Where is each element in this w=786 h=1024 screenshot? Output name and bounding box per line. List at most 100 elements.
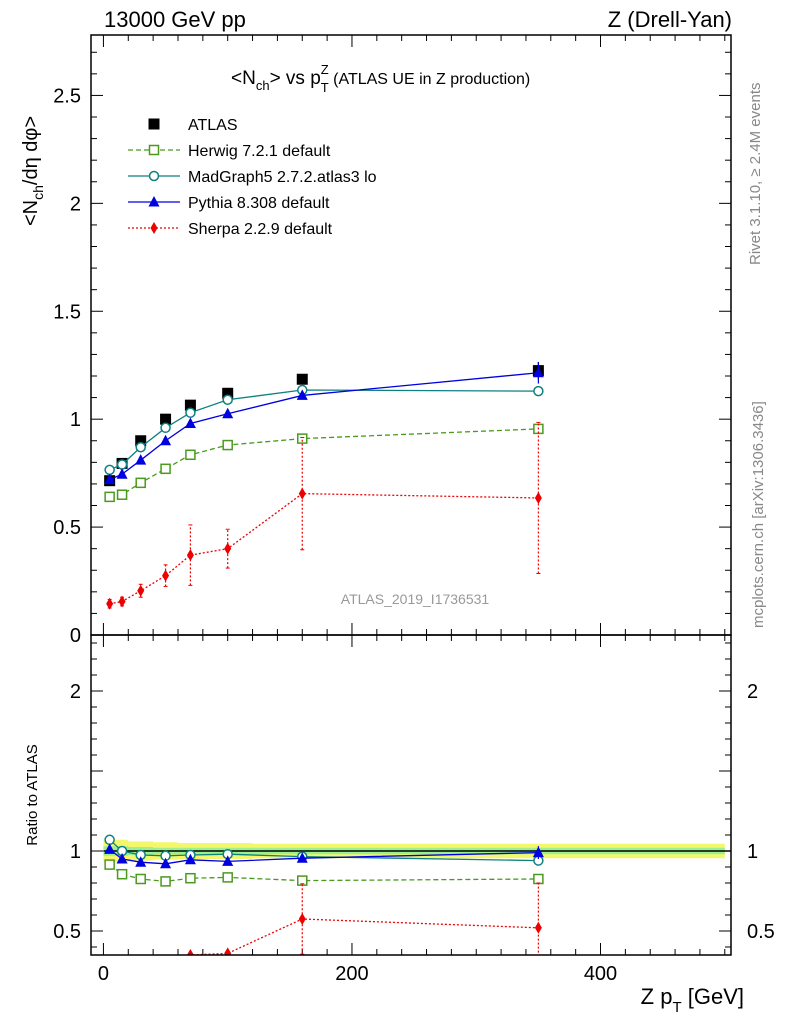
ratio-y-tick-label-right: 2 bbox=[747, 681, 758, 703]
main-title: <Nch> vs pZ T (ATLAS UE in Z production) bbox=[231, 62, 530, 95]
series-herwig-7-2-1-default bbox=[104, 859, 544, 887]
ratio-axis-ticks: 0.5 0.5 1 1 2 2 0 200 400 bbox=[53, 635, 775, 985]
series-line-herwig-7-2-1-default bbox=[109, 428, 539, 498]
data-point bbox=[184, 853, 196, 865]
data-point bbox=[298, 913, 306, 925]
rivet-label: Rivet 3.1.10, ≥ 2.4M events bbox=[747, 83, 764, 266]
ratio-y-tick-label-left: 1 bbox=[70, 841, 81, 863]
legend-label: MadGraph5 2.7.2.atlas3 lo bbox=[188, 169, 377, 186]
data-point bbox=[162, 962, 169, 974]
data-point bbox=[137, 584, 145, 597]
data-point bbox=[104, 491, 115, 503]
main-y-tick-label: 0 bbox=[70, 625, 81, 647]
analysis-watermark: ATLAS_2019_I1736531 bbox=[341, 591, 490, 607]
data-point bbox=[160, 876, 171, 887]
data-point bbox=[222, 872, 233, 883]
data-point bbox=[116, 468, 128, 479]
series-line-pythia-8-308-default bbox=[109, 372, 539, 481]
data-point bbox=[222, 439, 233, 451]
data-point bbox=[296, 373, 308, 385]
legend-marker bbox=[148, 118, 160, 130]
legend-label: Pythia 8.308 default bbox=[188, 195, 330, 212]
data-point bbox=[104, 473, 116, 485]
legend-entry-herwig-7-2-1-default: Herwig 7.2.1 default bbox=[128, 143, 331, 160]
legend-marker bbox=[148, 196, 160, 207]
main-axis-ticks: 0 0.5 1 1.5 2 2.5 bbox=[53, 35, 731, 647]
data-point bbox=[186, 949, 194, 955]
ratio-series-group bbox=[104, 834, 544, 987]
data-point bbox=[135, 873, 146, 885]
data-point bbox=[160, 434, 172, 446]
data-point bbox=[160, 463, 171, 475]
legend-label: ATLAS bbox=[188, 117, 238, 134]
main-y-tick-label: 2.5 bbox=[53, 85, 81, 107]
data-point bbox=[135, 454, 147, 465]
main-panel-frame bbox=[90, 34, 732, 636]
mcplots-label: mcplots.cern.ch [arXiv:1306.3436] bbox=[750, 401, 767, 628]
data-point bbox=[532, 366, 544, 378]
ratio-y-tick-label-right: 0.5 bbox=[747, 921, 775, 943]
series-pythia-8-308-default bbox=[104, 843, 544, 869]
x-axis-label: Z pT [GeV] bbox=[641, 984, 744, 1016]
series-sherpa-2-2-9-default bbox=[106, 421, 542, 610]
series-sherpa-2-2-9-default bbox=[119, 882, 542, 987]
main-series-group bbox=[104, 361, 544, 610]
data-point bbox=[186, 549, 194, 562]
data-point bbox=[119, 975, 126, 987]
x-tick-label: 400 bbox=[584, 963, 617, 985]
data-point bbox=[532, 846, 544, 858]
data-point bbox=[297, 433, 308, 444]
header-left: 13000 GeV pp bbox=[104, 7, 246, 32]
data-point bbox=[184, 399, 196, 411]
ratio-panel-frame bbox=[90, 634, 732, 956]
legend-label: Herwig 7.2.1 default bbox=[188, 143, 331, 160]
data-point bbox=[184, 417, 196, 428]
data-point bbox=[185, 872, 196, 884]
data-point bbox=[104, 859, 115, 870]
series-line-herwig-7-2-1-default bbox=[109, 864, 539, 883]
main-y-tick-label: 1 bbox=[70, 409, 81, 431]
data-point bbox=[298, 487, 306, 500]
data-point bbox=[222, 407, 234, 419]
main-ylabel: <Nch/dη dφ> bbox=[20, 116, 46, 226]
data-point bbox=[116, 459, 128, 470]
series-herwig-7-2-1-default bbox=[104, 423, 544, 503]
data-point bbox=[533, 873, 544, 885]
data-point bbox=[116, 853, 128, 864]
main-y-tick-label: 1.5 bbox=[53, 301, 81, 323]
series-line-sherpa-2-2-9-default bbox=[109, 492, 539, 605]
data-point bbox=[222, 387, 234, 399]
data-point bbox=[135, 856, 147, 867]
series-madgraph5-2-7-2-atlas3-lo bbox=[104, 384, 544, 476]
data-point bbox=[160, 422, 171, 434]
data-point bbox=[296, 389, 308, 400]
main-y-tick-label: 0.5 bbox=[53, 517, 81, 539]
data-point bbox=[224, 542, 232, 555]
legend: ATLAS Herwig 7.2.1 default MadGraph5 2.7.2… bbox=[128, 117, 377, 238]
data-point bbox=[224, 947, 232, 955]
legend-marker bbox=[150, 222, 158, 234]
data-point bbox=[135, 435, 147, 447]
x-tick-label: 200 bbox=[335, 963, 368, 985]
data-point bbox=[104, 834, 115, 846]
data-point bbox=[533, 385, 544, 397]
series-line-madgraph5-2-7-2-atlas3-lo bbox=[109, 389, 539, 471]
x-tick-label: 0 bbox=[98, 963, 109, 985]
data-point bbox=[135, 477, 146, 489]
data-point bbox=[296, 852, 308, 863]
data-point bbox=[135, 441, 146, 453]
series-line-sherpa-2-2-9-default bbox=[188, 918, 539, 955]
data-point bbox=[222, 855, 234, 866]
ratio-y-tick-label-right: 1 bbox=[747, 841, 758, 863]
header-right: Z (Drell-Yan) bbox=[608, 7, 732, 32]
legend-entry-sherpa-2-2-9-default: Sherpa 2.2.9 default bbox=[128, 221, 333, 238]
data-point bbox=[185, 407, 196, 418]
main-y-tick-label: 2 bbox=[70, 193, 81, 215]
legend-entry-atlas: ATLAS bbox=[148, 117, 238, 134]
data-point bbox=[222, 394, 233, 405]
ratio-y-tick-label-left: 0.5 bbox=[53, 921, 81, 943]
data-point bbox=[185, 449, 196, 461]
data-point bbox=[104, 843, 116, 854]
data-point bbox=[106, 597, 114, 610]
